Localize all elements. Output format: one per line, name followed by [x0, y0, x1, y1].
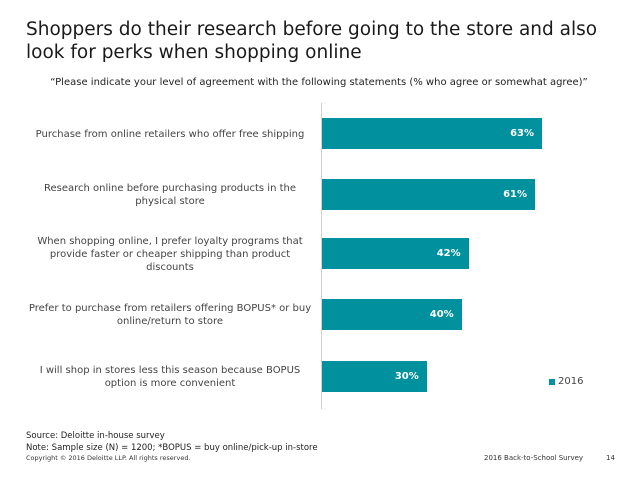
- category-label: When shopping online, I prefer loyalty p…: [37, 235, 303, 273]
- category-label: Purchase from online retailers who offer…: [35, 128, 305, 140]
- bar: [322, 361, 427, 392]
- bar: [322, 238, 469, 269]
- survey-name: 2016 Back-to-School Survey: [484, 454, 584, 462]
- category-axis-line: [321, 103, 322, 409]
- data-label: 63%: [510, 128, 534, 139]
- source-text: Source: Deloitte in-house survey: [26, 431, 165, 441]
- legend: 2016: [549, 376, 583, 387]
- page-number: 14: [606, 454, 615, 462]
- data-label: 61%: [503, 189, 528, 200]
- note-text: Note: Sample size (N) = 1200; *BOPUS = b…: [26, 442, 318, 453]
- category-label: Prefer to purchase from retailers offeri…: [28, 303, 312, 327]
- category-label: Research online before purchasing produc…: [43, 183, 297, 207]
- chart-subtitle: “Please indicate your level of agreement…: [50, 77, 588, 88]
- source-notes: Source: Deloitte in-house survey Note: S…: [26, 431, 318, 454]
- data-label: 40%: [429, 309, 454, 320]
- bar: [322, 118, 542, 149]
- legend-swatch: [549, 378, 555, 385]
- data-label: 42%: [436, 248, 461, 259]
- slide-title: Shoppers do their research before going …: [26, 19, 598, 63]
- legend-label: 2016: [558, 376, 584, 387]
- copyright-text: Copyright © 2016 Deloitte LLP. All right…: [26, 454, 191, 462]
- data-label: 30%: [394, 371, 419, 382]
- bar: [322, 299, 462, 330]
- bar: [322, 179, 536, 210]
- category-label: I will shop in stores less this season b…: [39, 365, 301, 389]
